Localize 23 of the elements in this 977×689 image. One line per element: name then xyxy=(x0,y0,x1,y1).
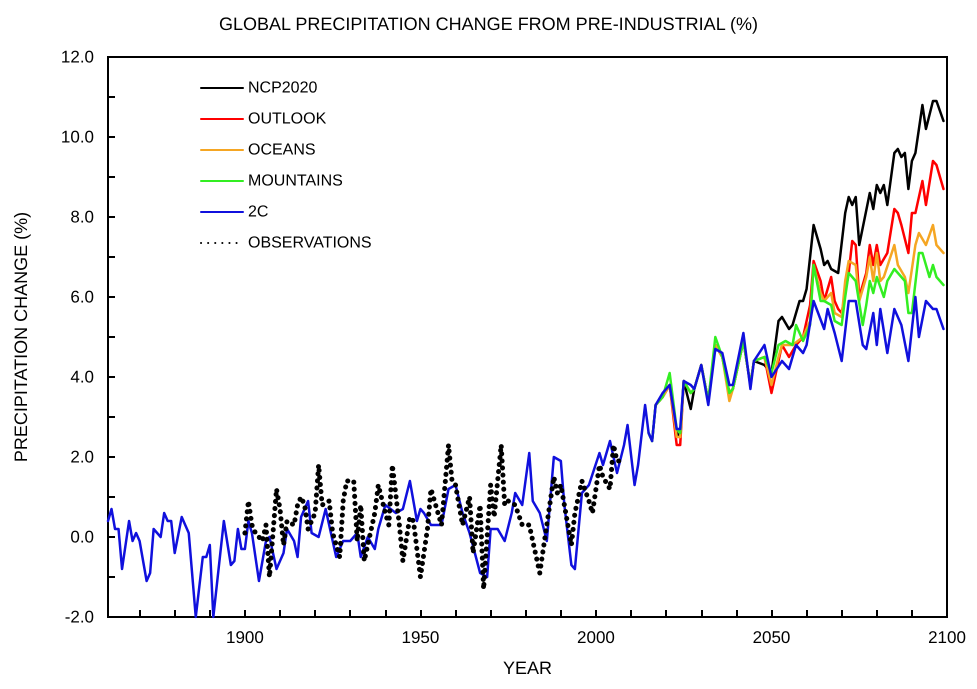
x-tick-label: 1950 xyxy=(402,628,440,647)
y-tick-label: -2.0 xyxy=(64,608,94,626)
y-axis-title: PRECIPITATION CHANGE (%) xyxy=(11,212,31,462)
y-tick-label: 2.0 xyxy=(70,448,94,466)
x-tick-label: 1900 xyxy=(226,628,264,647)
y-tick-label: 4.0 xyxy=(70,368,94,386)
x-tick-label: 2050 xyxy=(752,628,790,647)
x-tick-label: 2100 xyxy=(928,628,966,647)
y-tick-label: 0.0 xyxy=(70,528,94,546)
x-tick-label: 2000 xyxy=(577,628,615,647)
legend-label: OCEANS xyxy=(248,142,316,158)
legend-label: OBSERVATIONS xyxy=(248,234,372,252)
y-tick-label: 6.0 xyxy=(70,288,94,306)
y-tick-label: 10.0 xyxy=(60,128,94,146)
legend-label: NCP2020 xyxy=(248,80,318,96)
x-axis-title: YEAR xyxy=(502,658,552,678)
y-tick-label: 8.0 xyxy=(70,208,94,226)
y-tick-label: 12.0 xyxy=(60,48,94,66)
line-series xyxy=(106,296,945,618)
legend-label: 2C xyxy=(248,204,268,220)
chart-title: GLOBAL PRECIPITATION CHANGE FROM PRE-INDUSTRIAL (%) xyxy=(218,14,758,34)
legend-label: OUTLOOK xyxy=(248,110,327,128)
legend-label: MOUNTAINS xyxy=(248,172,343,190)
